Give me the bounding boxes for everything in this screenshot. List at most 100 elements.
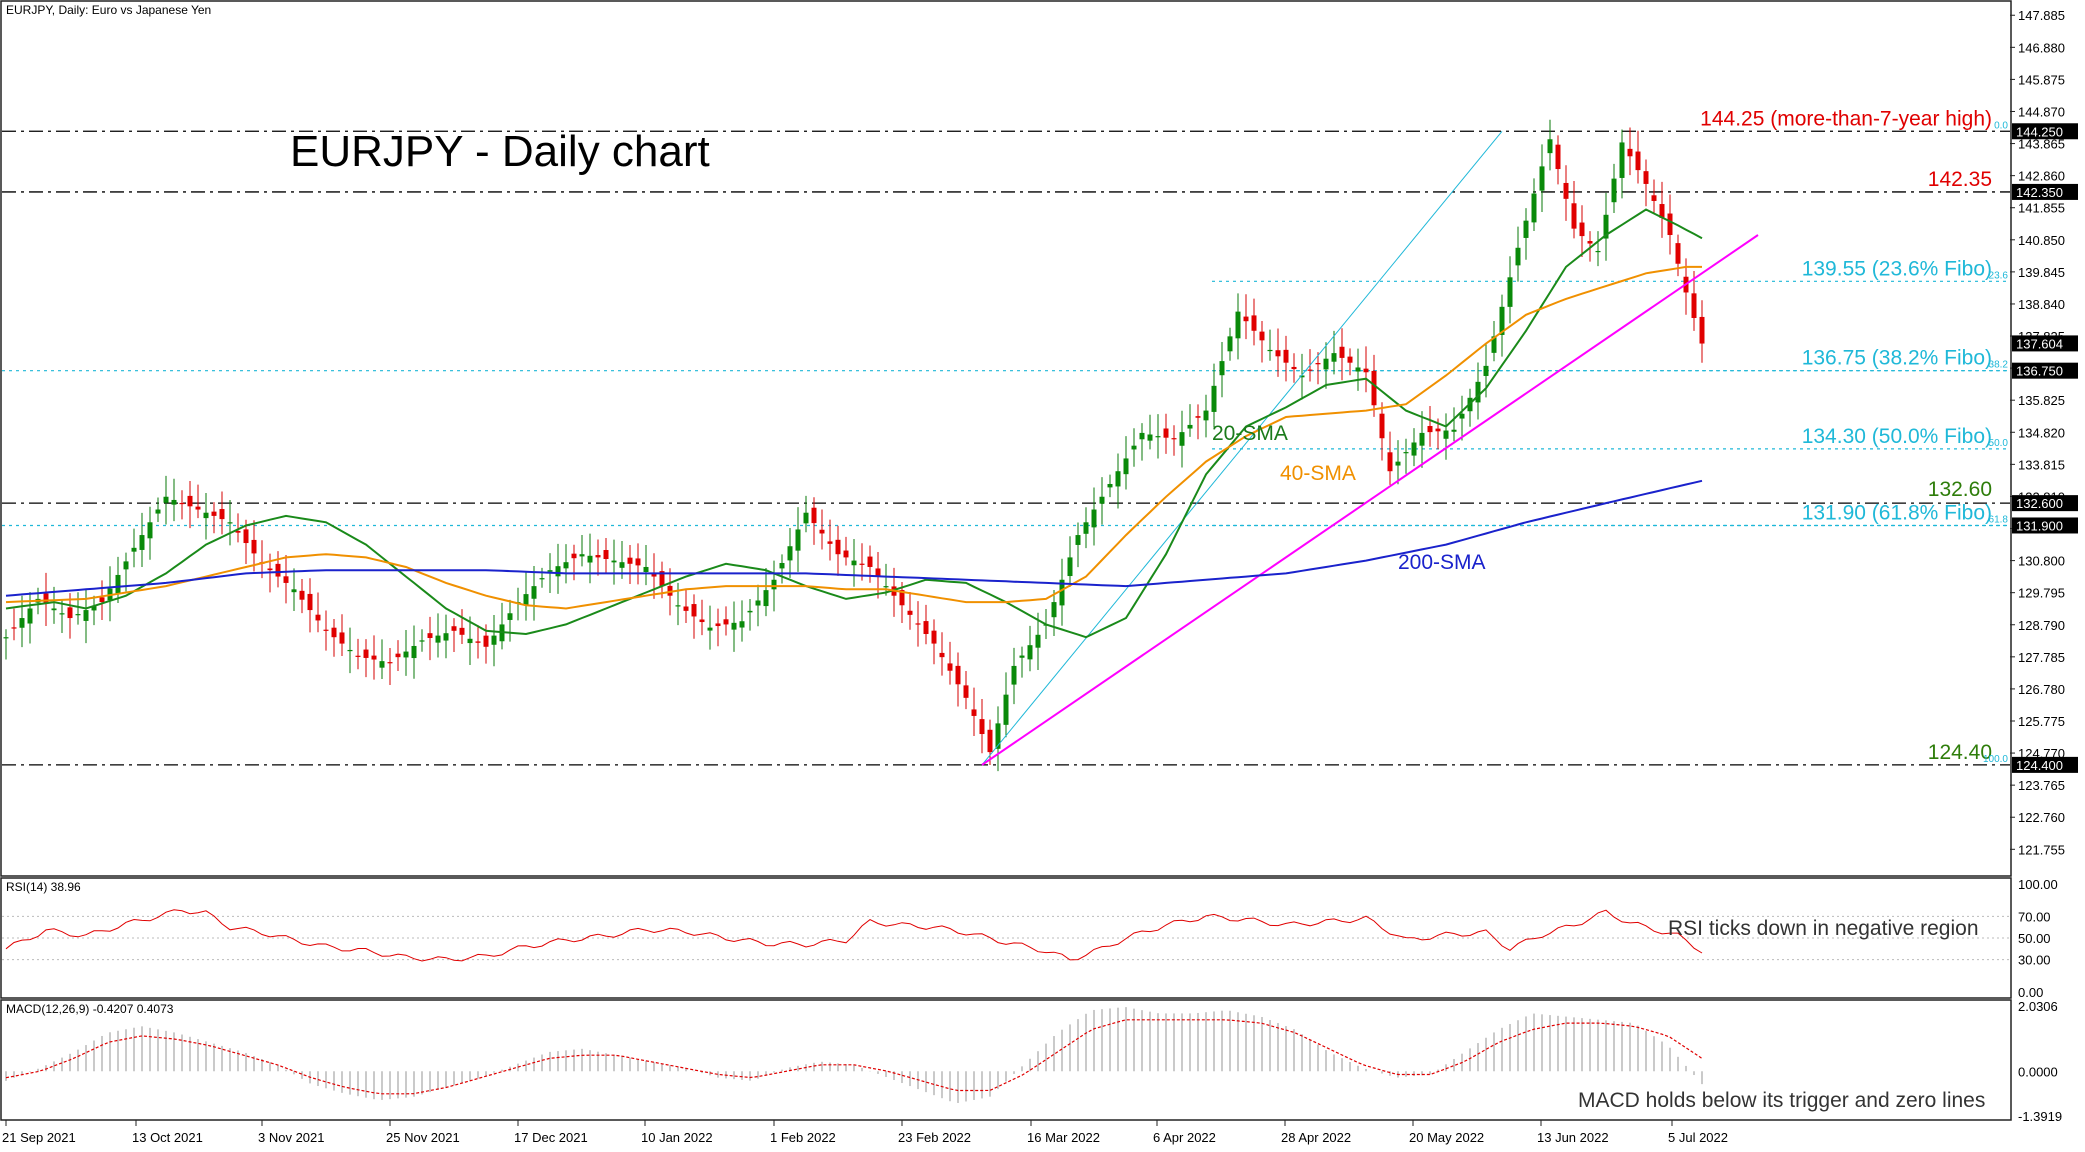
candle-body [83, 610, 89, 621]
price-tag-bg [2012, 123, 2078, 140]
candle-body [1115, 471, 1121, 487]
current-price-label: 137.604 [2016, 336, 2063, 351]
rsi-tick-label: 70.00 [2018, 909, 2051, 924]
candle-body [1235, 311, 1241, 339]
x-tick-label: 23 Feb 2022 [898, 1130, 971, 1145]
candle-body [275, 563, 281, 577]
candle-body [1003, 694, 1009, 725]
fibo-base-line [981, 130, 1503, 766]
candle-body [1363, 368, 1369, 373]
fibo-pct-label: 23.6 [1989, 270, 2009, 281]
candle-body [1539, 166, 1545, 191]
rsi-line [5, 909, 1703, 962]
candle-body [1275, 350, 1281, 357]
candle-body [1347, 356, 1353, 363]
candle-body [907, 610, 913, 615]
candle-body [579, 554, 585, 557]
y-tick-label: 125.775 [2018, 714, 2065, 729]
candle-body [611, 560, 617, 563]
candle-body [347, 649, 353, 652]
candle-body [795, 529, 801, 551]
candle-body [163, 496, 169, 503]
candle-body [1427, 426, 1433, 433]
y-tick-label: 138.840 [2018, 297, 2065, 312]
candle-body [587, 555, 593, 563]
candle-body [1291, 366, 1297, 370]
x-tick-label: 3 Nov 2021 [258, 1130, 325, 1145]
candle-body [931, 630, 937, 644]
macd-tick-label: 0.0000 [2018, 1064, 2058, 1079]
x-tick-label: 6 Apr 2022 [1153, 1130, 1216, 1145]
candle-body [1491, 336, 1497, 353]
candle-body [675, 605, 681, 607]
candle-body [899, 590, 905, 606]
candle-body [323, 629, 329, 631]
candle-body [1323, 358, 1329, 370]
y-tick-label: 128.790 [2018, 618, 2065, 633]
candle-body [251, 539, 257, 554]
fibo-pct-label: 0.0 [1994, 120, 2008, 131]
candle-body [507, 613, 513, 620]
candle-body [523, 594, 529, 605]
candle-body [963, 685, 969, 698]
level-label: 139.55 (23.6% Fibo) [1802, 257, 1992, 280]
candle-body [939, 652, 945, 658]
candle-body [651, 572, 657, 577]
candle-body [235, 530, 241, 533]
candle-body [787, 546, 793, 561]
candle-body [683, 606, 689, 611]
candle-body [1571, 203, 1577, 229]
candle-body [459, 627, 465, 635]
candle-body [699, 619, 705, 623]
candle-body [987, 729, 993, 753]
candle-body [1531, 193, 1537, 223]
y-tick-label: 129.795 [2018, 586, 2065, 601]
candle-body [1307, 369, 1313, 371]
candle-body [1643, 171, 1649, 184]
y-tick-label: 122.760 [2018, 810, 2065, 825]
sma-line [5, 208, 1703, 639]
candle-body [1163, 428, 1169, 438]
candle-body [739, 621, 745, 628]
candle-body [1299, 375, 1305, 378]
rsi-tick-label: 50.00 [2018, 931, 2051, 946]
y-tick-label: 127.785 [2018, 650, 2065, 665]
level-label: 134.30 (50.0% Fibo) [1802, 425, 1992, 448]
candle-body [131, 547, 137, 552]
candle-body [491, 635, 497, 645]
candle-body [411, 645, 417, 659]
candle-body [1331, 353, 1337, 362]
candle-body [971, 709, 977, 716]
candle-body [851, 560, 857, 566]
macd-pane-frame [0, 999, 2012, 1121]
candle-body [155, 509, 161, 514]
macd-tick-label: 2.0306 [2018, 999, 2058, 1014]
candle-body [1107, 483, 1113, 488]
candle-body [627, 557, 633, 564]
candle-body [1659, 204, 1665, 218]
price-pane-frame [0, 0, 2012, 877]
candle-body [1563, 182, 1569, 199]
candle-body [659, 571, 665, 587]
candle-body [419, 640, 425, 642]
candle-body [1067, 557, 1073, 577]
candle-body [619, 562, 625, 568]
sma-annotation: 200-SMA [1398, 551, 1486, 574]
price-tag-label: 132.600 [2016, 496, 2063, 511]
candle-body [1259, 331, 1265, 341]
y-tick-label: 140.850 [2018, 233, 2065, 248]
y-tick-label: 133.815 [2018, 457, 2065, 472]
fibo-pct-label: 38.2 [1989, 360, 2009, 371]
candle-body [955, 665, 961, 685]
x-tick-label: 25 Nov 2021 [386, 1130, 460, 1145]
candle-body [1355, 367, 1361, 372]
candle-body [331, 627, 337, 638]
candle-body [203, 512, 209, 519]
candle-body [1139, 432, 1145, 440]
fibo-pct-label: 50.0 [1989, 438, 2009, 449]
x-tick-label: 1 Feb 2022 [770, 1130, 836, 1145]
candle-body [1627, 148, 1633, 157]
candle-body [811, 507, 817, 524]
